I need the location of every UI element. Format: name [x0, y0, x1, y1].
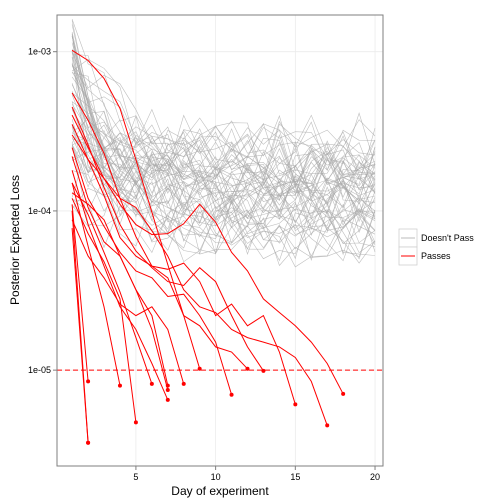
- passes-endpoint: [86, 441, 90, 445]
- passes-endpoint: [245, 367, 249, 371]
- passes-endpoint: [166, 384, 170, 388]
- x-tick-label: 20: [370, 472, 380, 482]
- passes-endpoint: [182, 382, 186, 386]
- passes-endpoint: [293, 402, 297, 406]
- x-tick-label: 5: [133, 472, 138, 482]
- passes-endpoint: [166, 398, 170, 402]
- x-tick-label: 10: [211, 472, 221, 482]
- x-tick-label: 15: [290, 472, 300, 482]
- passes-endpoint: [198, 367, 202, 371]
- y-tick-label: 1e-04: [28, 206, 51, 216]
- x-axis-title: Day of experiment: [171, 484, 269, 498]
- y-tick-label: 1e-03: [28, 47, 51, 57]
- passes-endpoint: [134, 420, 138, 424]
- passes-endpoint: [86, 379, 90, 383]
- passes-endpoint: [325, 423, 329, 427]
- y-tick-label: 1e-05: [28, 365, 51, 375]
- passes-endpoint: [261, 369, 265, 373]
- passes-endpoint: [230, 393, 234, 397]
- legend-label-doesnt-pass: Doesn't Pass: [421, 233, 474, 243]
- passes-endpoint: [150, 382, 154, 386]
- legend-label-passes: Passes: [421, 251, 451, 261]
- passes-endpoint: [341, 392, 345, 396]
- passes-endpoint: [118, 384, 122, 388]
- y-axis-title: Posterior Expected Loss: [8, 175, 22, 305]
- passes-endpoint: [166, 388, 170, 392]
